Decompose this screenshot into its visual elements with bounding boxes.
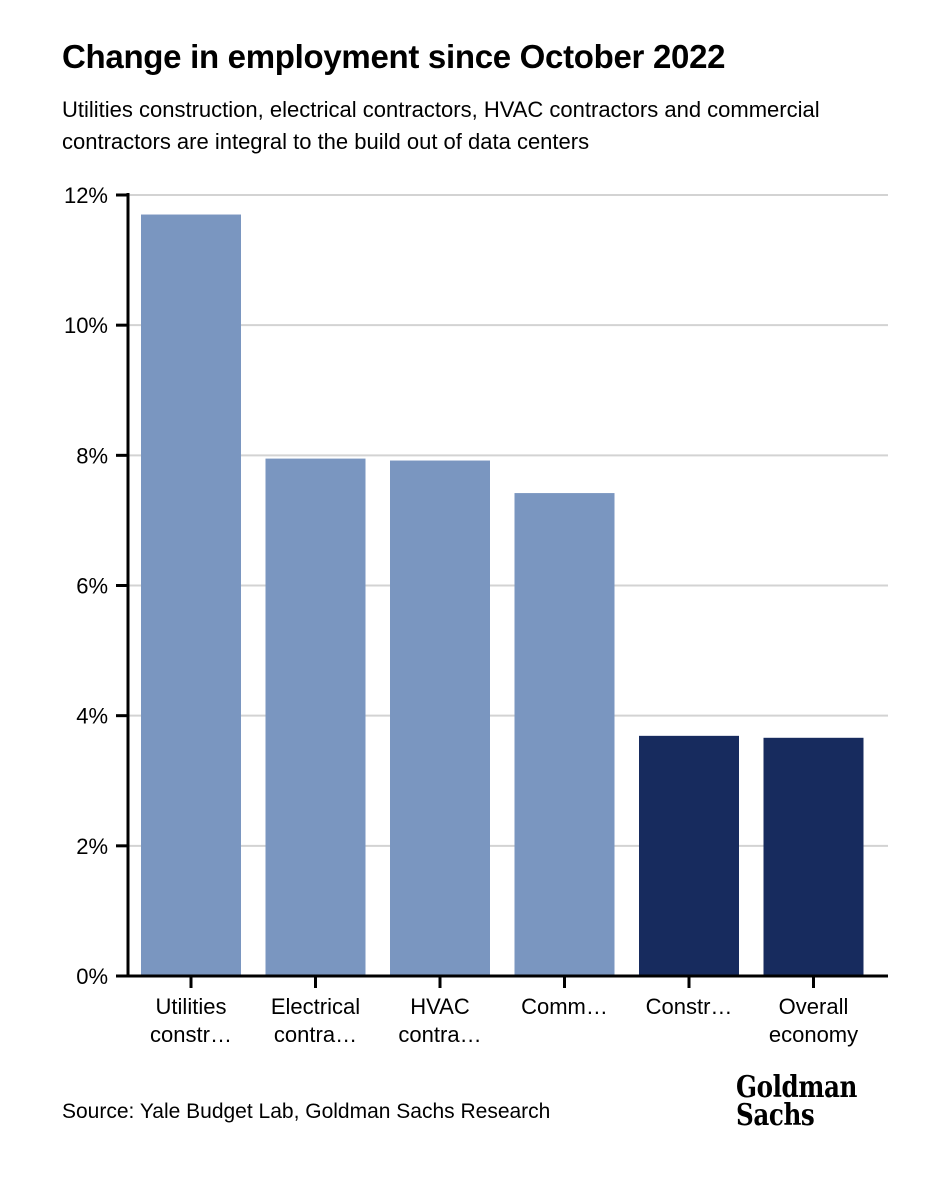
bar-chart: 0% 2% 4% 6% 8% 10% 12% Utilities constr… Electri… xyxy=(64,183,888,1047)
bar xyxy=(514,493,615,976)
bar xyxy=(639,735,739,976)
y-tick-label: 4% xyxy=(76,704,108,729)
x-tick-label: Overall xyxy=(779,994,849,1019)
goldman-sachs-logo: Goldman Sachs xyxy=(736,1070,857,1133)
y-tick-label: 0% xyxy=(76,964,108,989)
x-tick-label: Constr… xyxy=(646,994,733,1019)
bar xyxy=(141,214,241,976)
y-tick-label: 2% xyxy=(76,834,108,859)
y-tick-label: 8% xyxy=(76,443,108,468)
logo-line-1: Goldman xyxy=(736,1070,857,1105)
chart-subtitle: Utilities construction, electrical contr… xyxy=(62,97,820,154)
x-tick-label: HVAC xyxy=(410,994,470,1019)
bars xyxy=(141,214,864,976)
x-tick-label: economy xyxy=(769,1022,858,1047)
x-axis: Utilities constr… Electrical contra… HVAC con… xyxy=(126,974,888,1047)
y-axis: 0% 2% 4% 6% 8% 10% 12% xyxy=(64,183,130,989)
x-tick-label: Utilities xyxy=(156,994,227,1019)
x-tick-label: Comm… xyxy=(521,994,608,1019)
x-tick-label: constr… xyxy=(150,1022,232,1047)
gridlines xyxy=(128,194,888,847)
logo-line-2: Sachs xyxy=(736,1098,815,1133)
bar xyxy=(390,460,490,976)
x-tick-label: contra… xyxy=(398,1022,481,1047)
x-tick-label: Electrical xyxy=(271,994,360,1019)
source-note: Source: Yale Budget Lab, Goldman Sachs R… xyxy=(62,1100,551,1123)
y-tick-label: 12% xyxy=(64,183,108,208)
bar xyxy=(265,458,366,976)
x-tick-label: contra… xyxy=(274,1022,357,1047)
y-tick-label: 10% xyxy=(64,313,108,338)
bar xyxy=(763,737,864,976)
y-tick-label: 6% xyxy=(76,574,108,599)
chart-title: Change in employment since October 2022 xyxy=(62,38,726,75)
